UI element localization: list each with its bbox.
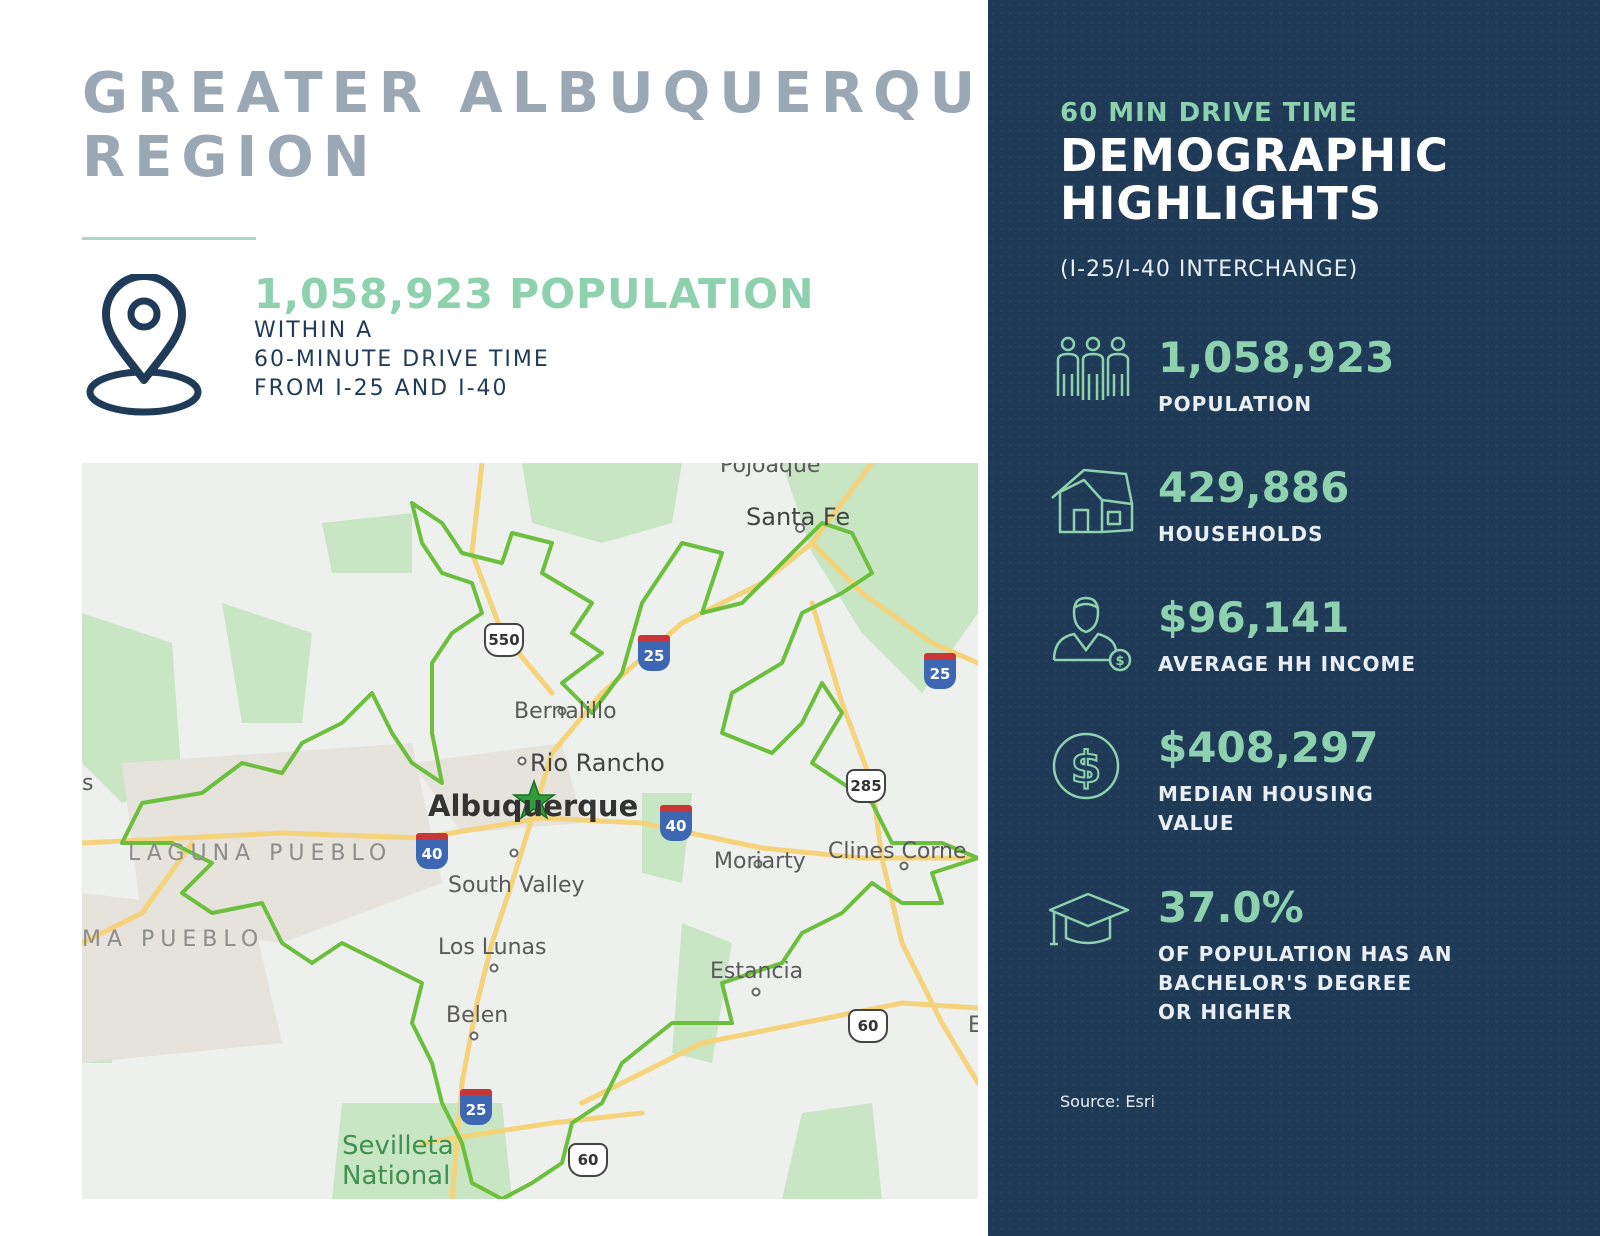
graduation-cap-icon (1048, 892, 1130, 946)
stat-label-line: VALUE (1158, 811, 1235, 835)
stat-label-line: BACHELOR'S DEGREE (1158, 971, 1413, 995)
drive-time-map[interactable]: Pojoaque Santa Fe Bernalillo Rio Rancho … (82, 463, 978, 1199)
panel-note: (I-25/I-40 INTERCHANGE) (1060, 257, 1359, 282)
i-25-shield-north: 25 (638, 635, 670, 671)
stat-bachelors-degree: 37.0% OF POPULATION HAS AN BACHELOR'S DE… (1048, 884, 1568, 1034)
stat-label-line: MEDIAN HOUSING (1158, 782, 1374, 806)
panel-title: DEMOGRAPHIC HIGHLIGHTS (1060, 132, 1449, 228)
svg-text:$: $ (1071, 742, 1102, 793)
stat-label: HOUSEHOLDS (1158, 520, 1324, 549)
population-sub-line: FROM I-25 AND I-40 (254, 376, 509, 401)
location-pin-icon (86, 274, 202, 416)
map-label-rio-rancho: Rio Rancho (530, 749, 665, 777)
stat-label: POPULATION (1158, 390, 1312, 419)
stat-label: OF POPULATION HAS AN BACHELOR'S DEGREE O… (1158, 940, 1452, 1027)
stat-label: AVERAGE HH INCOME (1158, 650, 1416, 679)
stat-value: 37.0% (1158, 883, 1304, 932)
stat-label-line: OF POPULATION HAS AN (1158, 942, 1453, 966)
us-285-shield: 285 (846, 769, 886, 803)
population-sub-line: 60-MINUTE DRIVE TIME (254, 347, 550, 372)
title-line-2: REGION (82, 125, 379, 190)
origin-star-marker (511, 778, 557, 820)
stat-average-income: $ $96,141 AVERAGE HH INCOME (1048, 594, 1568, 704)
us-550-shield: 550 (484, 623, 524, 657)
stat-population: 1,058,923 POPULATION (1048, 334, 1568, 444)
stat-value: 1,058,923 (1158, 333, 1395, 382)
us-60-shield-east: 60 (848, 1009, 888, 1043)
source-note: Source: Esri (1060, 1092, 1155, 1111)
svg-text:$: $ (1115, 654, 1124, 669)
map-label-laguna-pueblo: LAGUNA PUEBLO (128, 841, 393, 866)
i-40-shield-east: 40 (660, 805, 692, 841)
stat-label: MEDIAN HOUSING VALUE (1158, 780, 1374, 838)
stat-value: $408,297 (1158, 723, 1379, 772)
map-label-estancia: Estancia (710, 959, 804, 984)
title-line-1: GREATER ALBUQUERQUE (82, 61, 1032, 126)
drive-time-boundary (120, 501, 978, 1199)
demographics-panel: 60 MIN DRIVE TIME DEMOGRAPHIC HIGHLIGHTS… (988, 0, 1600, 1236)
i-25-shield-northeast: 25 (924, 653, 956, 689)
map-label-edge-west: s (82, 771, 94, 796)
sevilleta-line-2: National (342, 1161, 451, 1191)
map-label-pojoaque: Pojoaque (720, 463, 821, 478)
house-icon (1051, 468, 1134, 534)
panel-title-line-2: HIGHLIGHTS (1060, 177, 1383, 230)
person-income-icon: $ (1052, 596, 1132, 672)
sevilleta-line-1: Sevilleta (342, 1131, 454, 1161)
population-description: WITHIN A 60-MINUTE DRIVE TIME FROM I-25 … (254, 316, 550, 403)
i-40-shield-west: 40 (416, 833, 448, 869)
map-label-los-lunas: Los Lunas (438, 935, 547, 960)
map-canvas (82, 463, 978, 1199)
dollar-coin-icon: $ (1052, 732, 1120, 800)
stat-value: 429,886 (1158, 463, 1350, 512)
page-title: GREATER ALBUQUERQUE REGION (82, 62, 1031, 190)
i-25-shield-south: 25 (460, 1089, 492, 1125)
stat-households: 429,886 HOUSEHOLDS (1048, 464, 1568, 574)
map-label-acoma-pueblo: MA PUEBLO (82, 927, 265, 952)
population-headline: 1,058,923 POPULATION (254, 270, 815, 318)
stat-label-line: AVERAGE HH INCOME (1158, 652, 1417, 676)
map-label-clines-corners: Clines Corne (828, 839, 967, 864)
map-label-sevilleta: Sevilleta National (342, 1131, 454, 1191)
panel-kicker: 60 MIN DRIVE TIME (1060, 98, 1358, 128)
map-label-moriarty: Moriarty (714, 849, 806, 874)
town-dots (469, 523, 909, 1041)
map-label-belen: Belen (446, 1003, 509, 1028)
map-label-edge-east: E (968, 1013, 978, 1038)
title-divider (82, 237, 256, 240)
map-label-santa-fe: Santa Fe (746, 503, 851, 531)
map-label-south-valley: South Valley (448, 873, 585, 898)
stat-value: $96,141 (1158, 593, 1350, 642)
map-label-bernalillo: Bernalillo (514, 699, 617, 724)
population-sub-line: WITHIN A (254, 318, 374, 343)
us-60-shield-south: 60 (568, 1143, 608, 1177)
people-group-icon (1056, 336, 1130, 400)
stat-label-line: OR HIGHER (1158, 1000, 1293, 1024)
stat-label-line: POPULATION (1158, 392, 1313, 416)
roads (82, 463, 978, 1199)
panel-title-line-1: DEMOGRAPHIC (1060, 129, 1449, 182)
map-label-albuquerque: Albuquerque (428, 789, 639, 823)
stat-median-housing-value: $ $408,297 MEDIAN HOUSING VALUE (1048, 724, 1568, 854)
stat-label-line: HOUSEHOLDS (1158, 522, 1324, 546)
